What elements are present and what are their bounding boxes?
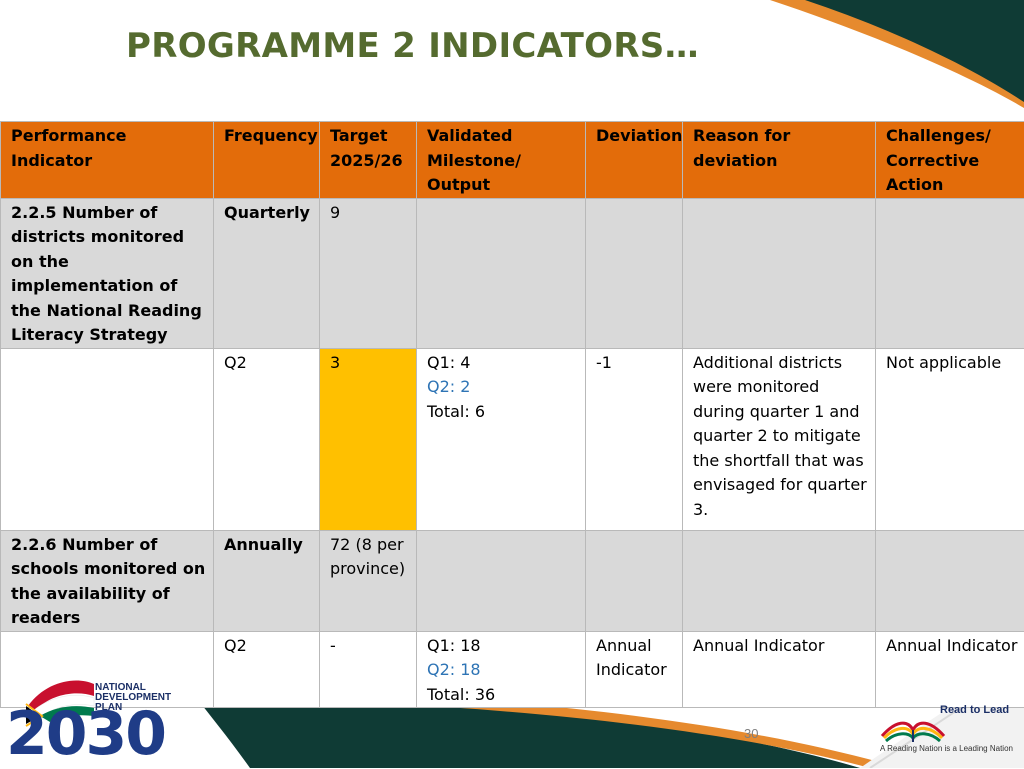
header-deviation: Deviation bbox=[586, 122, 683, 199]
milestone-cell bbox=[417, 530, 586, 631]
milestone-cell bbox=[417, 198, 586, 348]
header-validated-milestone: Validated Milestone/ Output bbox=[417, 122, 586, 199]
reason-cell: Annual Indicator bbox=[683, 631, 876, 708]
target-cell: - bbox=[320, 631, 417, 708]
milestone-total: Total: 6 bbox=[427, 400, 581, 425]
challenges-cell bbox=[876, 530, 1024, 631]
read-to-lead-title: Read to Lead bbox=[940, 704, 1009, 716]
challenges-cell: Annual Indicator bbox=[876, 631, 1024, 708]
target-cell: 72 (8 per province) bbox=[320, 530, 417, 631]
header-frequency: Frequency bbox=[214, 122, 320, 199]
indicator-cell bbox=[1, 348, 214, 530]
reason-cell bbox=[683, 530, 876, 631]
challenges-cell: Not applicable bbox=[876, 348, 1024, 530]
deviation-cell bbox=[586, 198, 683, 348]
indicator-cell: 2.2.5 Number of districts monitored on t… bbox=[1, 198, 214, 348]
table-row: 2.2.6 Number of schools monitored on the… bbox=[1, 530, 1024, 631]
frequency-cell: Annually bbox=[214, 530, 320, 631]
challenges-cell bbox=[876, 198, 1024, 348]
deviation-cell: -1 bbox=[586, 348, 683, 530]
read-to-lead-tagline: A Reading Nation is a Leading Nation bbox=[880, 744, 1013, 753]
ndp-logo-year: 2030 bbox=[6, 703, 165, 765]
milestone-q1: Q1: 18 bbox=[427, 634, 581, 659]
page-title: PROGRAMME 2 INDICATORS… bbox=[126, 26, 699, 66]
milestone-q1: Q1: 4 bbox=[427, 351, 581, 376]
table-header-row: Performance Indicator Frequency Target 2… bbox=[1, 122, 1024, 199]
target-cell-highlighted: 3 bbox=[320, 348, 417, 530]
header-performance-indicator: Performance Indicator bbox=[1, 122, 214, 199]
table-row: 2.2.5 Number of districts monitored on t… bbox=[1, 198, 1024, 348]
header-reason: Reason for deviation bbox=[683, 122, 876, 199]
milestone-cell: Q1: 18 Q2: 18 Total: 36 bbox=[417, 631, 586, 708]
frequency-cell: Q2 bbox=[214, 348, 320, 530]
milestone-q2: Q2: 2 bbox=[427, 375, 581, 400]
target-cell: 9 bbox=[320, 198, 417, 348]
milestone-cell: Q1: 4 Q2: 2 Total: 6 bbox=[417, 348, 586, 530]
reason-cell: Additional districts were monitored duri… bbox=[683, 348, 876, 530]
open-book-icon bbox=[878, 700, 948, 744]
deviation-cell bbox=[586, 530, 683, 631]
milestone-q2: Q2: 18 bbox=[427, 658, 581, 683]
frequency-cell: Q2 bbox=[214, 631, 320, 708]
table-row: Q2 3 Q1: 4 Q2: 2 Total: 6 -1 Additional … bbox=[1, 348, 1024, 530]
indicator-cell: 2.2.6 Number of schools monitored on the… bbox=[1, 530, 214, 631]
header-target: Target 2025/26 bbox=[320, 122, 417, 199]
deviation-cell: Annual Indicator bbox=[586, 631, 683, 708]
reason-cell bbox=[683, 198, 876, 348]
page-number: 30 bbox=[744, 726, 758, 741]
milestone-total: Total: 36 bbox=[427, 683, 581, 708]
header-challenges: Challenges/ Corrective Action bbox=[876, 122, 1024, 199]
frequency-cell: Quarterly bbox=[214, 198, 320, 348]
indicators-table: Performance Indicator Frequency Target 2… bbox=[0, 121, 1024, 708]
